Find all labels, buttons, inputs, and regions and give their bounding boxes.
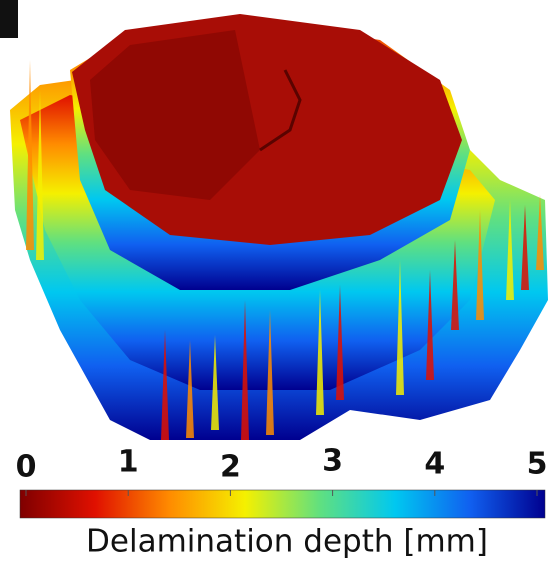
figure: 0 1 2 3 4 5 Delamination depth [mm] — [0, 0, 555, 562]
colorbar-tick-label: 5 — [527, 447, 548, 482]
colorbar-tick-label: 4 — [424, 447, 445, 482]
colorbar-label: Delamination depth [mm] — [86, 524, 488, 560]
colorbar-tick-label: 0 — [16, 450, 37, 485]
colorbar-gradient — [20, 490, 545, 518]
colorbar-tick-label: 2 — [220, 450, 241, 485]
page: 012345 Delamination depth [mm] (() => { … — [0, 0, 555, 562]
colorbar-tick-label: 3 — [322, 444, 343, 479]
surface-plot — [10, 14, 548, 440]
panel-marker — [0, 0, 18, 38]
colorbar: 0 1 2 3 4 5 — [16, 444, 548, 519]
colorbar-tick-label: 1 — [118, 445, 139, 480]
